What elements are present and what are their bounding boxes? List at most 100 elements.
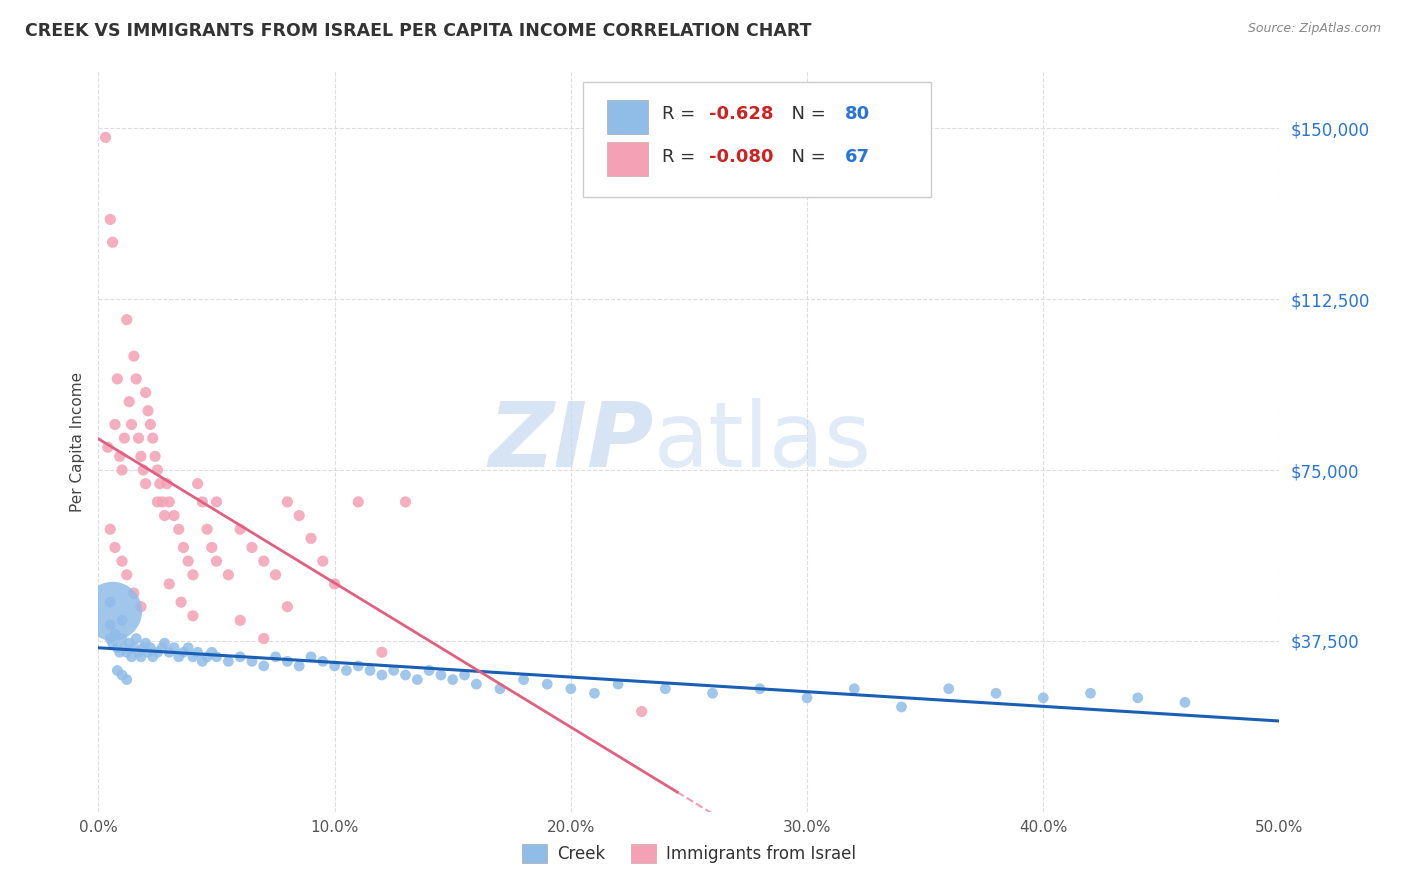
Point (240, 541, 263, 555)
Point (702, 686, 724, 700)
Text: 67: 67 (845, 147, 870, 166)
Point (335, 664, 357, 678)
Point (125, 632, 148, 646)
Point (125, 372, 148, 386)
Text: CREEK VS IMMIGRANTS FROM ISRAEL PER CAPITA INCOME CORRELATION CHART: CREEK VS IMMIGRANTS FROM ISRAEL PER CAPI… (25, 22, 811, 40)
Point (111, 668, 134, 682)
Point (1174, 695, 1197, 709)
Point (938, 681, 960, 696)
Point (191, 495, 214, 509)
Point (104, 627, 127, 641)
Point (607, 677, 630, 691)
Point (111, 463, 134, 477)
Point (288, 508, 311, 523)
Point (299, 649, 322, 664)
Point (371, 668, 394, 682)
Point (181, 608, 204, 623)
Point (108, 450, 131, 464)
Point (118, 636, 141, 650)
Point (201, 541, 224, 555)
Point (465, 677, 488, 691)
Point (382, 664, 405, 678)
Point (276, 654, 298, 668)
Point (153, 508, 176, 523)
Point (536, 677, 558, 691)
Point (115, 567, 138, 582)
Point (1032, 690, 1054, 705)
FancyBboxPatch shape (607, 143, 648, 177)
Point (139, 417, 162, 432)
Point (157, 495, 180, 509)
Point (118, 394, 141, 409)
Point (98, 212, 121, 227)
Point (1126, 690, 1149, 705)
Text: ZIP: ZIP (488, 398, 654, 485)
Point (121, 649, 143, 664)
Point (229, 613, 252, 627)
Point (149, 476, 172, 491)
Point (229, 649, 252, 664)
Point (276, 495, 298, 509)
Point (195, 522, 218, 536)
Point (430, 668, 453, 682)
Point (177, 640, 200, 655)
Point (101, 235, 124, 250)
Point (111, 632, 134, 646)
Point (796, 690, 818, 705)
Legend: Creek, Immigrants from Israel: Creek, Immigrants from Israel (516, 838, 862, 870)
Point (163, 640, 186, 655)
Point (264, 567, 287, 582)
FancyBboxPatch shape (607, 100, 648, 135)
Point (98, 595, 121, 609)
Point (441, 673, 464, 687)
Point (146, 645, 169, 659)
Point (121, 417, 143, 432)
Point (890, 700, 912, 714)
Point (276, 599, 298, 614)
Point (135, 385, 157, 400)
Point (101, 604, 124, 618)
Point (253, 554, 276, 568)
Point (394, 668, 416, 682)
Point (101, 636, 124, 650)
Point (217, 654, 239, 668)
Point (406, 673, 429, 687)
Point (104, 417, 127, 432)
Text: atlas: atlas (654, 398, 872, 485)
Point (150, 640, 173, 655)
Point (371, 645, 394, 659)
Point (172, 645, 194, 659)
Point (583, 686, 606, 700)
Point (172, 541, 194, 555)
Point (98, 632, 121, 646)
Point (150, 495, 173, 509)
Point (105, 640, 128, 655)
Point (132, 463, 155, 477)
Point (630, 705, 652, 719)
Point (129, 450, 152, 464)
Point (288, 659, 311, 673)
Point (187, 476, 209, 491)
Point (181, 567, 204, 582)
Point (253, 632, 276, 646)
Point (122, 640, 145, 655)
Point (112, 431, 135, 445)
Point (146, 463, 169, 477)
Point (94, 130, 117, 145)
Point (253, 659, 276, 673)
Point (132, 640, 155, 655)
FancyBboxPatch shape (582, 82, 931, 197)
Text: N =: N = (780, 105, 831, 123)
Point (560, 681, 582, 696)
Point (135, 636, 157, 650)
Point (347, 659, 370, 673)
Point (489, 681, 512, 696)
Point (394, 495, 416, 509)
Point (654, 681, 676, 696)
Point (844, 681, 866, 696)
Point (163, 508, 186, 523)
Text: R =: R = (662, 147, 700, 166)
Point (984, 686, 1007, 700)
Point (122, 349, 145, 363)
Point (195, 649, 218, 664)
